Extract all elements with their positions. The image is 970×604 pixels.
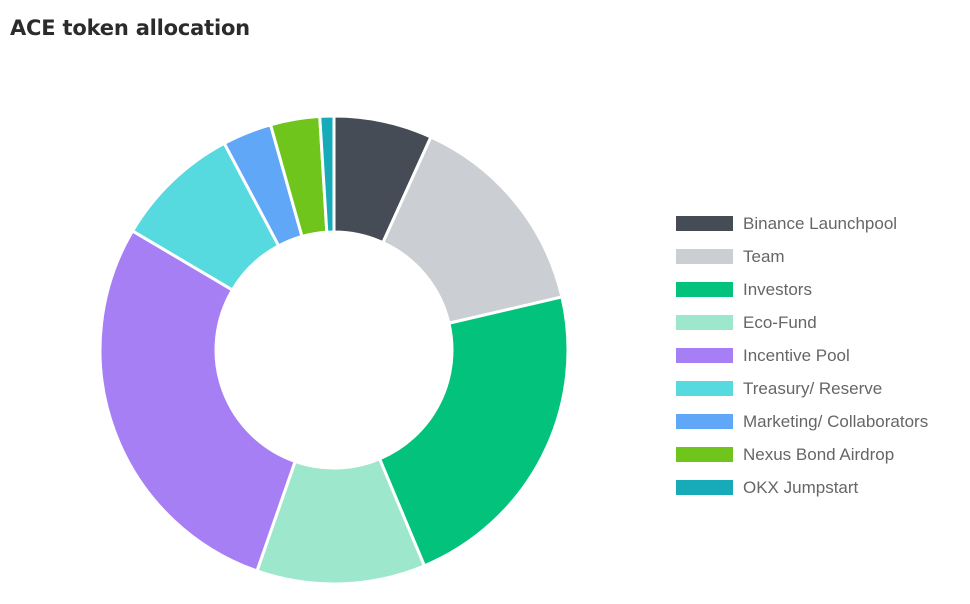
legend-swatch bbox=[676, 447, 733, 462]
legend-swatch bbox=[676, 282, 733, 297]
legend-item[interactable]: OKX Jumpstart bbox=[676, 471, 928, 504]
legend-swatch bbox=[676, 414, 733, 429]
legend-swatch bbox=[676, 381, 733, 396]
legend-swatch bbox=[676, 480, 733, 495]
legend-label: Investors bbox=[743, 279, 812, 299]
legend-item[interactable]: Marketing/ Collaborators bbox=[676, 405, 928, 438]
chart-legend: Binance Launchpool Team Investors Eco-Fund I… bbox=[676, 207, 928, 504]
legend-item[interactable]: Binance Launchpool bbox=[676, 207, 928, 240]
legend-item[interactable]: Investors bbox=[676, 273, 928, 306]
legend-item[interactable]: Treasury/ Reserve bbox=[676, 372, 928, 405]
slice-okx-jumpstart[interactable] bbox=[318, 114, 336, 234]
legend-item[interactable]: Team bbox=[676, 240, 928, 273]
legend-item[interactable]: Eco-Fund bbox=[676, 306, 928, 339]
slice-incentive-pool[interactable] bbox=[98, 228, 298, 573]
legend-swatch bbox=[676, 249, 733, 264]
legend-label: Nexus Bond Airdrop bbox=[743, 444, 895, 464]
legend-label: Eco-Fund bbox=[743, 312, 817, 332]
chart-title: ACE token allocation bbox=[10, 16, 250, 40]
legend-item[interactable]: Nexus Bond Airdrop bbox=[676, 438, 928, 471]
legend-swatch bbox=[676, 315, 733, 330]
legend-label: Team bbox=[743, 246, 785, 266]
legend-label: Treasury/ Reserve bbox=[743, 378, 883, 398]
slice-investors[interactable] bbox=[377, 295, 570, 568]
legend-swatch bbox=[676, 348, 733, 363]
slice-team[interactable] bbox=[380, 135, 564, 326]
legend-item[interactable]: Incentive Pool bbox=[676, 339, 928, 372]
legend-label: OKX Jumpstart bbox=[743, 477, 859, 497]
legend-label: Marketing/ Collaborators bbox=[743, 411, 929, 431]
legend-swatch bbox=[676, 216, 733, 231]
legend-label: Incentive Pool bbox=[743, 345, 850, 365]
legend-label: Binance Launchpool bbox=[743, 213, 898, 233]
